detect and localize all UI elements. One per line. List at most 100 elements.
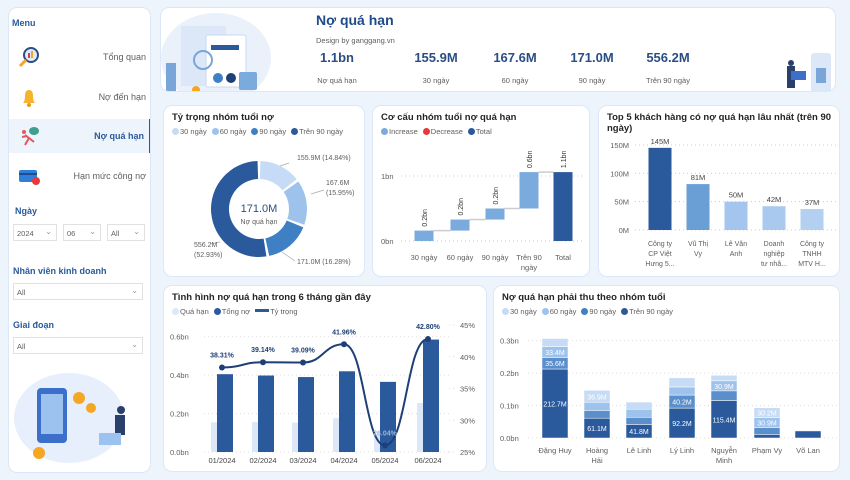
kpi-label: Nợ quá hạn [317, 76, 357, 85]
year-select[interactable]: 2024 ⌄ [13, 224, 57, 241]
kpi-60-days: 167.6M 60 ngày [475, 50, 555, 85]
header: Nợ quá hạn Design by ganggang.vn 1.1bn Nợ… [160, 7, 836, 92]
legend-marker [255, 309, 270, 312]
nav-no-qua-han[interactable]: Nợ quá hạn [9, 119, 150, 153]
combo-chart: 0.0bn 0.2bn 0.4bn 0.6bn 25% 30% 35% 40% 45% 01/20… [170, 321, 475, 465]
donut-chart-card: 155.9M (14.84%) 167.6M (15.95%) 171.0M (16.… [163, 105, 365, 277]
stacked-segment [753, 407, 781, 418]
kpi-90-days: 171.0M 90 ngày [552, 50, 632, 85]
label-percent: (15.95%) [326, 190, 354, 197]
legend-marker [467, 128, 475, 135]
bar [686, 184, 710, 230]
label-value: 167.6M [326, 180, 350, 187]
legend-item[interactable]: 90 ngày [251, 127, 286, 136]
x-tick-label: Đặng Huy [538, 446, 572, 455]
segment-label: 30.9M [714, 384, 734, 391]
stacked-segment [794, 429, 822, 432]
x-tick-line: Hưng 5... [645, 261, 674, 268]
segment-label: 92.2M [672, 421, 692, 428]
legend-item[interactable]: 30 ngày [172, 127, 207, 136]
bar-tong-no [217, 374, 233, 452]
y-tick-label: 0.6bn [170, 333, 189, 342]
y-tick-label: 100M [610, 169, 629, 178]
design-credit: Design by ganggang.vn [316, 36, 395, 45]
stage-select[interactable]: All ⌄ [13, 337, 143, 354]
y-tick-label: 150M [610, 141, 629, 150]
bell-icon [23, 90, 35, 107]
chart-title: Tỷ trọng nhóm tuổi nợ [172, 112, 274, 123]
donut-center-label: Nợ quá hạn [241, 219, 278, 226]
legend-item[interactable]: 90 ngày [581, 307, 616, 316]
chart-legend: 30 ngày 60 ngày 90 ngày Trên 90 ngày [502, 307, 673, 316]
x-tick-line: Nguyễn [711, 446, 737, 455]
x-tick-line: Vy [694, 251, 702, 258]
bar [800, 209, 824, 230]
y2-tick-label: 25% [460, 448, 475, 457]
data-label: 0.2bn [493, 187, 500, 205]
legend-item[interactable]: 60 ngày [211, 127, 246, 136]
kpi-value: 167.6M [493, 50, 537, 65]
legend-marker [381, 128, 388, 135]
x-tick-line: Hoàng [586, 446, 608, 455]
legend-item[interactable]: Tổng nợ [213, 307, 251, 316]
x-tick-label: Công ty TNHH MTV H... [798, 241, 826, 268]
chart-title: Cơ cấu nhóm tuổi nợ quá hạn [381, 112, 517, 123]
donut-chart: 155.9M (14.84%) 167.6M (15.95%) 171.0M (16.… [194, 155, 354, 266]
waterfall-chart: 0bn 1bn 0.2bn 30 ngày 0.2bn 60 ngày 0.2bn 90 ng… [381, 150, 585, 272]
x-tick-line: Minh [716, 456, 732, 465]
nav-no-den-han[interactable]: Nợ đến hạn [9, 80, 150, 114]
credit-card-icon [19, 170, 40, 185]
legend-label: Total [475, 127, 492, 136]
donut-slice [283, 181, 307, 225]
legend-item[interactable]: Tỷ trọng [255, 307, 298, 316]
legend-item[interactable]: 30 ngày [502, 307, 537, 316]
donut-slice [259, 161, 297, 191]
legend-item[interactable]: Total [467, 127, 492, 136]
day-value: All [111, 229, 120, 238]
line-point [219, 364, 225, 371]
kpi-value: 556.2M [646, 50, 690, 65]
legend-item[interactable]: Trên 90 ngày [291, 127, 343, 136]
legend-label: Decrease [430, 127, 463, 136]
salesperson-select[interactable]: All ⌄ [13, 283, 143, 300]
x-tick-label: Hoàng Hải [586, 446, 608, 465]
donut-center-value: 171.0M [241, 203, 278, 215]
line-point [260, 359, 266, 366]
legend-label: Tổng nợ [221, 307, 251, 316]
kpi-label: Trên 90 ngày [646, 76, 690, 85]
line-data-label: 42.80% [416, 324, 441, 331]
x-tick-label: Lê Linh [627, 446, 652, 455]
legend-item[interactable]: Quá hạn [172, 307, 209, 316]
segment-label: 212.7M [543, 402, 567, 409]
date-filter-label: Ngày [15, 206, 38, 216]
day-select[interactable]: All ⌄ [107, 224, 145, 241]
data-label: 0.2bn [458, 198, 465, 216]
bar-tong-no [380, 381, 396, 452]
legend-marker [502, 308, 509, 315]
legend-item[interactable]: Trên 90 ngày [621, 307, 673, 316]
x-tick-label: Trên 90 ngày [516, 253, 542, 272]
legend-item[interactable]: Decrease [422, 127, 463, 136]
legend-marker [621, 308, 629, 315]
nav-han-muc-cong-no[interactable]: Hạn mức công nợ [9, 159, 150, 193]
stacked-segment [541, 368, 569, 439]
waterfall-chart-card: 0bn 1bn 0.2bn 30 ngày 0.2bn 60 ngày 0.2bn 90 ng… [372, 105, 590, 277]
legend-item[interactable]: 60 ngày [541, 307, 576, 316]
y-tick-label: 0.0bn [170, 448, 189, 457]
month-select[interactable]: 06 ⌄ [63, 224, 101, 241]
legend-marker [172, 128, 179, 135]
x-tick-label: 02/2024 [249, 456, 276, 465]
x-tick-line: Công ty [800, 241, 825, 248]
chart-legend: Increase Decrease Total [381, 127, 492, 136]
segment-label: 40.2M [672, 400, 692, 407]
running-person-icon [21, 127, 39, 146]
label-percent: (52.93%) [194, 252, 222, 259]
line-data-label: 38.31% [210, 352, 235, 359]
legend-item[interactable]: Increase [381, 127, 418, 136]
legend-label: Increase [389, 127, 418, 136]
stacked-segment [625, 417, 653, 425]
nav-tong-quan[interactable]: Tổng quan [9, 40, 150, 74]
line-data-label: 39.14% [251, 347, 276, 354]
waterfall-bar [553, 172, 573, 241]
x-tick-label: Phạm Vy [752, 446, 782, 455]
